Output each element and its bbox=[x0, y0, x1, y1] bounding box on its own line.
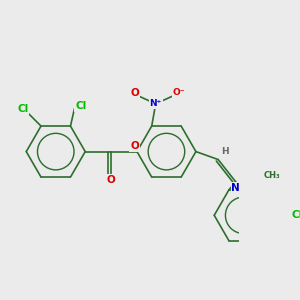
Text: O: O bbox=[130, 88, 140, 98]
Text: O: O bbox=[106, 175, 115, 185]
Text: CH₃: CH₃ bbox=[264, 171, 280, 180]
Text: H: H bbox=[221, 147, 228, 156]
Text: Cl: Cl bbox=[17, 104, 28, 114]
Text: O⁻: O⁻ bbox=[172, 88, 185, 97]
Text: O: O bbox=[130, 141, 139, 151]
Text: Cl: Cl bbox=[291, 210, 300, 220]
Text: N⁺: N⁺ bbox=[150, 99, 162, 108]
Text: N: N bbox=[231, 183, 240, 193]
Text: Cl: Cl bbox=[75, 101, 86, 111]
